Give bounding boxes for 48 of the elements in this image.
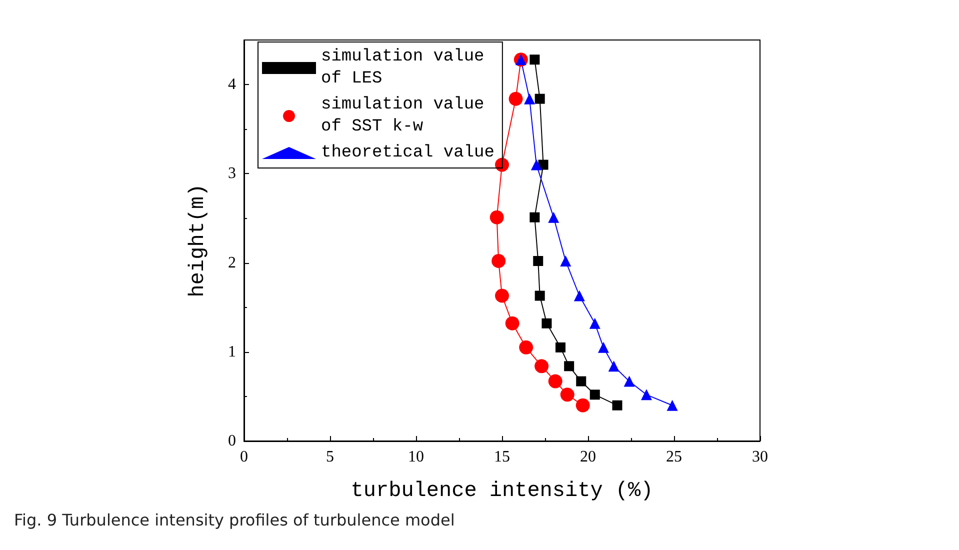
point — [560, 388, 574, 402]
x-tick-label: 5 — [326, 448, 334, 466]
point — [492, 254, 506, 268]
x-axis-title: turbulence intensity (%) — [350, 480, 654, 503]
y-tick-label: 2 — [228, 254, 236, 272]
x-tick-label: 15 — [494, 448, 510, 466]
point — [666, 400, 678, 411]
x-tick-label: 30 — [752, 448, 768, 466]
point — [533, 256, 544, 266]
point — [608, 360, 620, 372]
point — [542, 318, 552, 328]
point — [534, 359, 549, 374]
point — [576, 376, 586, 386]
point — [624, 376, 635, 387]
point — [590, 390, 600, 400]
point — [564, 361, 574, 372]
point — [534, 290, 545, 301]
legend-label: theoretical value — [321, 144, 494, 162]
point — [589, 318, 600, 329]
point — [574, 290, 585, 302]
point — [555, 342, 566, 352]
y-tick-label: 4 — [228, 76, 236, 94]
point — [640, 389, 652, 400]
y-tick-label: 0 — [228, 432, 236, 450]
point — [612, 400, 622, 410]
point — [560, 255, 572, 266]
y-tick-label: 3 — [228, 165, 236, 182]
point — [505, 316, 520, 330]
point — [576, 398, 590, 412]
caption: Fig. 9 Turbulence intensity profiles of turbulence model — [14, 510, 455, 530]
x-tick-label: 20 — [580, 448, 596, 466]
point — [534, 94, 545, 104]
x-tick-label: 0 — [240, 448, 248, 466]
point — [530, 54, 540, 65]
point — [495, 288, 509, 303]
point — [524, 93, 536, 104]
point — [530, 159, 542, 170]
point — [548, 374, 562, 388]
point — [598, 342, 609, 353]
y-tick-label: 1 — [228, 343, 236, 360]
point — [548, 212, 560, 223]
y-axis-title: height(m) — [187, 184, 210, 298]
point — [490, 210, 504, 224]
point — [519, 340, 534, 354]
point — [508, 92, 523, 106]
x-tick-label: 25 — [666, 448, 682, 466]
x-tick-label: 10 — [408, 448, 424, 466]
point — [530, 212, 540, 222]
